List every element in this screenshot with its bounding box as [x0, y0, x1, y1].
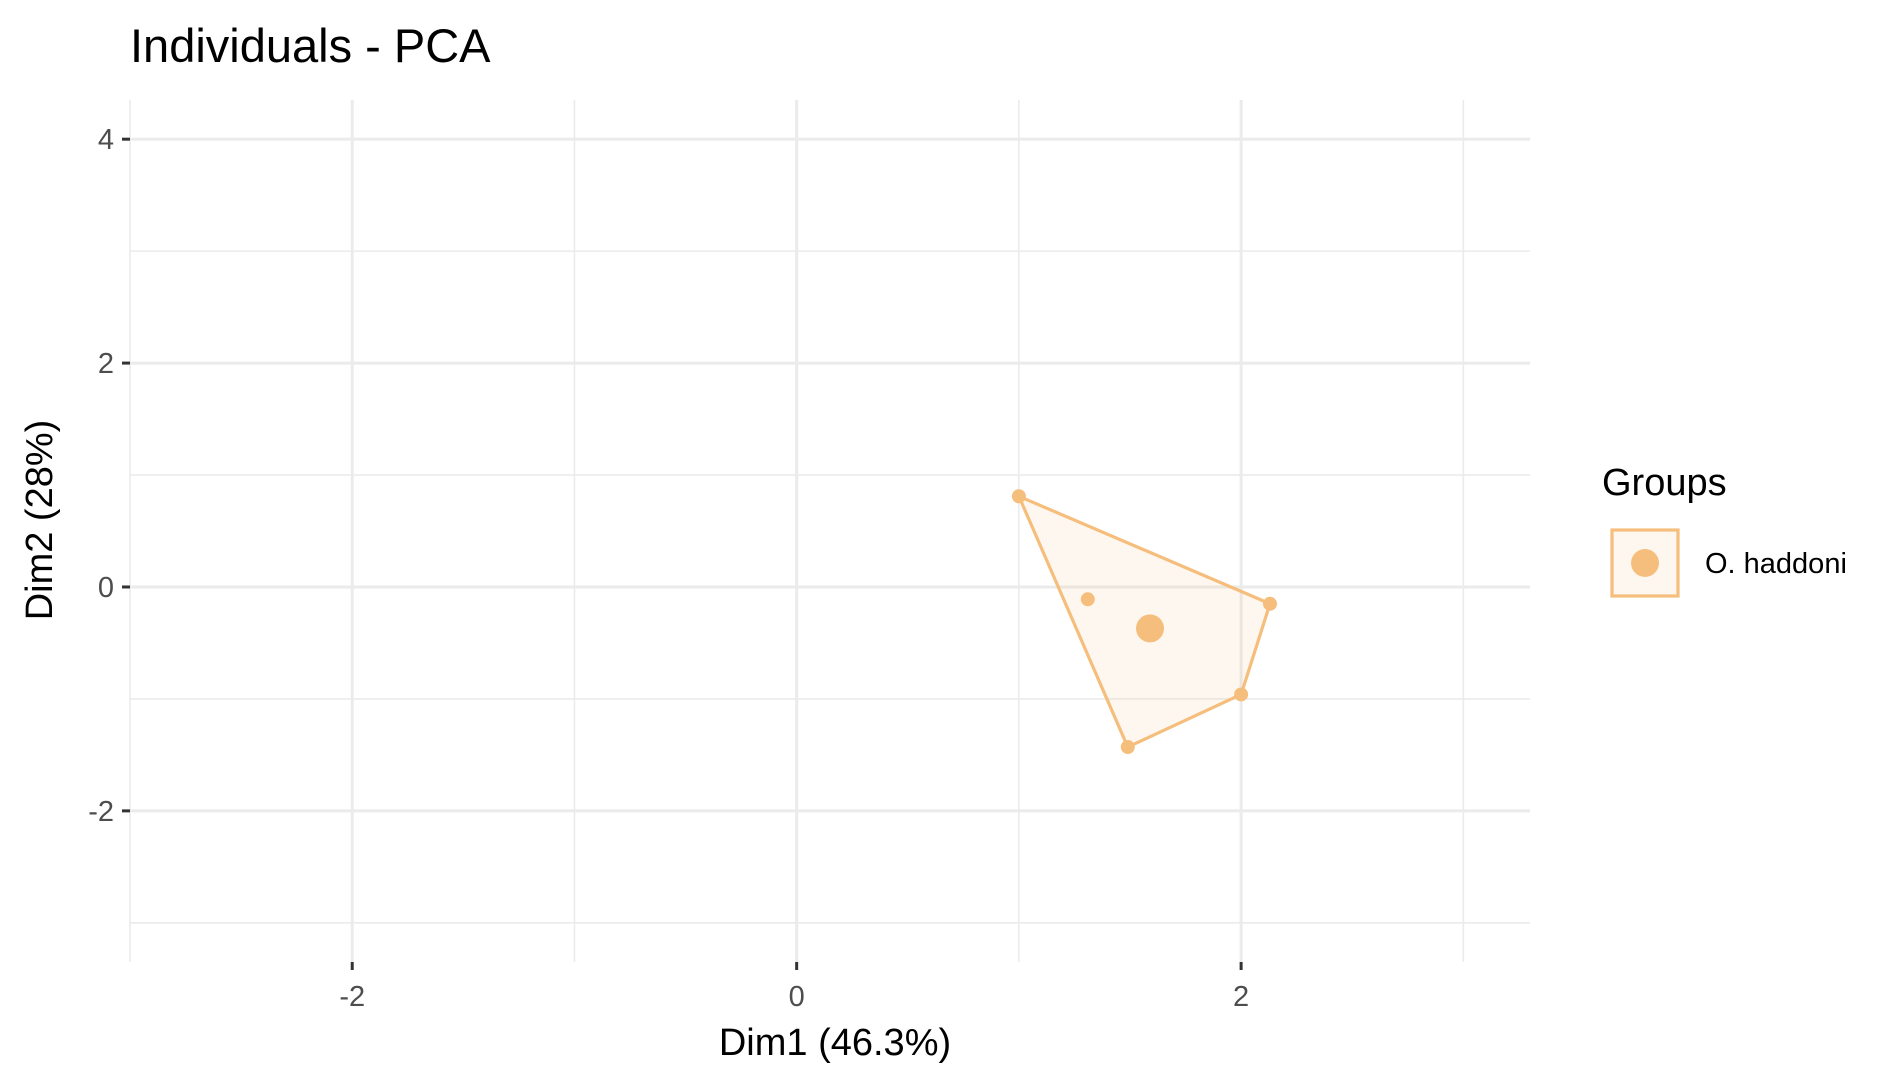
x-tick-label: 2 — [1233, 981, 1249, 1013]
y-tick-label: -2 — [88, 796, 114, 828]
legend-title: Groups — [1602, 462, 1727, 504]
legend-items: O. haddoni — [1610, 528, 1847, 598]
legend: Groups O. haddoni — [1602, 462, 1847, 598]
legend-key-marker — [1631, 549, 1659, 577]
x-tick-label: -2 — [339, 981, 365, 1013]
x-axis-title: Dim1 (46.3%) — [719, 1022, 951, 1064]
y-tick-label: 2 — [98, 348, 114, 380]
y-tick-label: 4 — [98, 124, 114, 156]
legend-label: O. haddoni — [1705, 548, 1847, 580]
data-point — [1234, 687, 1249, 702]
chart-title: Individuals - PCA — [130, 19, 491, 72]
group-centroid — [1136, 614, 1164, 643]
x-tick-label: 0 — [789, 981, 805, 1013]
data-point — [1080, 592, 1095, 607]
data-point — [1263, 596, 1277, 611]
data-point — [1011, 489, 1026, 504]
y-tick-label: 0 — [98, 572, 114, 604]
y-axis-title: Dim2 (28%) — [19, 420, 61, 621]
data-points — [1011, 489, 1277, 755]
axes: -2 0 2 -2 0 2 4 — [88, 124, 1249, 1013]
data-point — [1120, 740, 1135, 755]
grid — [129, 100, 1530, 962]
